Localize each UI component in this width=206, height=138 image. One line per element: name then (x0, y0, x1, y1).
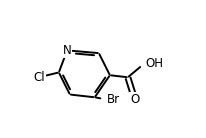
Text: Br: Br (107, 93, 119, 106)
Text: OH: OH (145, 57, 163, 70)
Text: Cl: Cl (33, 71, 45, 84)
Text: N: N (63, 44, 71, 57)
Text: O: O (130, 93, 139, 106)
